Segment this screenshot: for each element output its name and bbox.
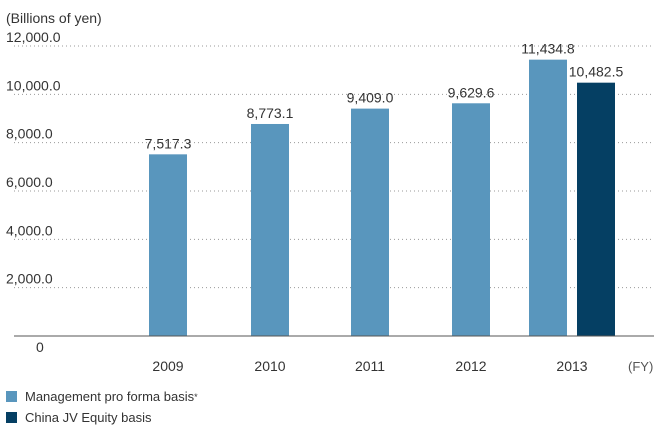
legend-label-pro-forma: Management pro forma basis	[25, 389, 195, 404]
y-tick-label: 2,000.0	[6, 271, 53, 287]
x-axis-unit: (FY)	[628, 359, 653, 374]
bar-value-labels: 7,517.3 8,773.1 9,409.0 9,629.6 11,434.8 10,4…	[145, 41, 624, 152]
legend-footnote-mark: *	[194, 391, 198, 402]
y-tick-label: 12,000.0	[6, 29, 61, 45]
legend-swatch-pro-forma	[6, 391, 17, 402]
bars	[149, 59, 615, 337]
x-tick-labels: 2009 2010 2011 2012 2013	[152, 358, 587, 374]
bar	[452, 103, 490, 336]
x-tick-label: 2010	[254, 358, 285, 374]
bar-value-label: 9,409.0	[347, 90, 394, 106]
bar-value-label: 9,629.6	[448, 84, 495, 100]
bar-chart: (Billions of yen) 0 2,000.0 4,000.0 6,000.0…	[6, 10, 654, 374]
y-tick-label: 6,000.0	[6, 174, 53, 190]
legend-item-china-jv: China JV Equity basis	[6, 410, 151, 425]
x-tick-label: 2011	[355, 358, 385, 374]
bar	[529, 59, 567, 337]
legend-swatch-china-jv	[6, 412, 17, 423]
bar	[577, 82, 615, 337]
bar-value-label: 10,482.5	[569, 64, 624, 80]
bar-value-label: 7,517.3	[145, 135, 192, 151]
bar-value-label: 8,773.1	[247, 105, 294, 121]
y-axis-label: (Billions of yen)	[6, 10, 102, 26]
y-tick-label: 4,000.0	[6, 222, 53, 238]
bar	[251, 123, 289, 336]
grid-lines	[14, 45, 654, 289]
y-tick-label: 10,000.0	[6, 77, 61, 93]
y-tick-labels: 0 2,000.0 4,000.0 6,000.0 8,000.0 10,000.0 12,…	[6, 29, 61, 355]
bar	[149, 154, 187, 336]
y-tick-label: 8,000.0	[6, 126, 53, 142]
legend-label-china-jv: China JV Equity basis	[25, 410, 152, 425]
bar	[351, 108, 389, 336]
x-tick-label: 2009	[152, 358, 183, 374]
bar-value-label: 11,434.8	[521, 41, 575, 57]
x-tick-label: 2013	[556, 358, 587, 374]
legend-item-pro-forma: Management pro forma basis *	[6, 389, 198, 404]
x-tick-label: 2012	[455, 358, 486, 374]
y-tick-label: 0	[36, 339, 44, 355]
